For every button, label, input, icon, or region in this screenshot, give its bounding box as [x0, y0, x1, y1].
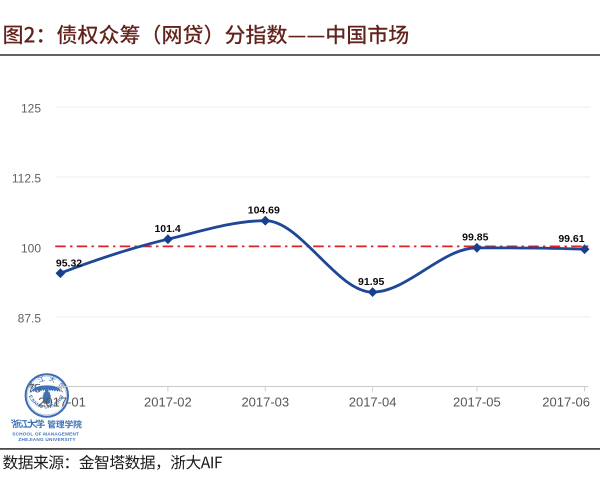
- svg-text:101.4: 101.4: [154, 223, 180, 235]
- svg-text:95.32: 95.32: [56, 257, 82, 269]
- svg-text:125: 125: [21, 101, 41, 115]
- svg-text:87.5: 87.5: [18, 311, 42, 325]
- svg-text:2017-06: 2017-06: [542, 395, 590, 410]
- svg-text:SCHOOL OF MANAGEMENT: SCHOOL OF MANAGEMENT: [12, 432, 79, 437]
- svg-text:99.61: 99.61: [558, 233, 584, 245]
- svg-text:2017-05: 2017-05: [453, 395, 501, 410]
- svg-text:1897: 1897: [43, 399, 51, 403]
- svg-text:2017-03: 2017-03: [241, 395, 289, 410]
- svg-text:112.5: 112.5: [12, 171, 41, 185]
- svg-text:2017-01: 2017-01: [38, 395, 86, 410]
- svg-text:75: 75: [28, 381, 42, 395]
- svg-text:100: 100: [21, 241, 41, 255]
- svg-text:ZHEJIANG UNIVERSITY: ZHEJIANG UNIVERSITY: [18, 437, 76, 442]
- svg-text:91.95: 91.95: [358, 276, 384, 288]
- svg-text:99.85: 99.85: [462, 232, 488, 244]
- svg-text:104.69: 104.69: [248, 205, 280, 217]
- svg-text:2017-02: 2017-02: [144, 395, 192, 410]
- svg-text:2017-04: 2017-04: [349, 395, 397, 410]
